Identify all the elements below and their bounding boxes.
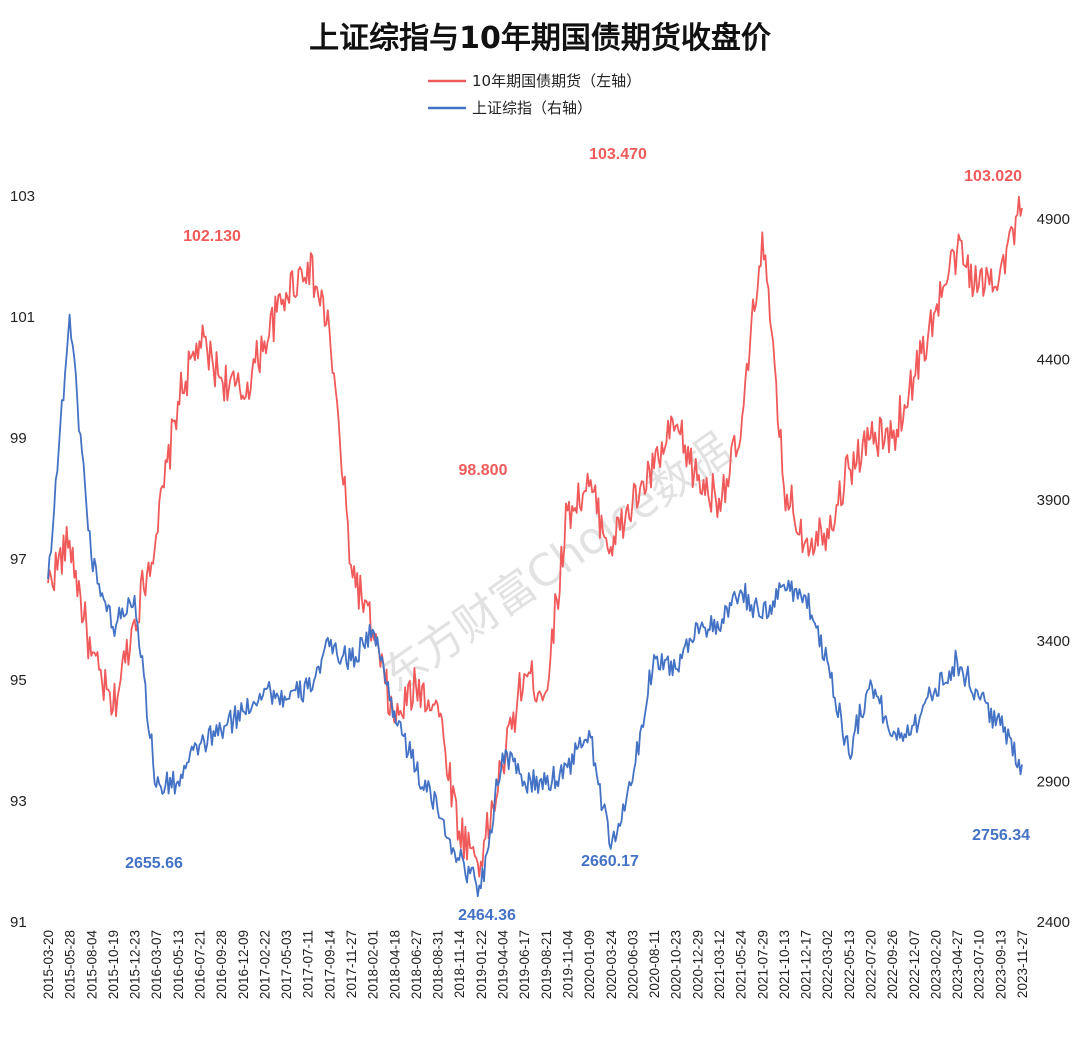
x-tick-label-4: 2015-12-23 bbox=[128, 930, 143, 999]
legend: 10年期国债期货（左轴） 上证综指（右轴） bbox=[428, 72, 641, 117]
left-tick-label-4: 99 bbox=[10, 430, 27, 447]
x-tick-label-22: 2019-06-17 bbox=[517, 930, 532, 999]
x-tick-label-0: 2015-03-20 bbox=[41, 930, 56, 999]
x-tick-label-39: 2022-09-26 bbox=[885, 930, 900, 999]
x-tick-label-43: 2023-07-10 bbox=[972, 930, 987, 999]
x-tick-label-44: 2023-09-13 bbox=[993, 930, 1008, 999]
x-tick-label-19: 2018-11-14 bbox=[452, 930, 467, 999]
x-tick-label-17: 2018-06-27 bbox=[409, 930, 424, 999]
x-tick-label-1: 2015-05-28 bbox=[63, 930, 78, 999]
annotation-label-1: 98.800 bbox=[459, 462, 508, 479]
series-lines bbox=[47, 195, 1023, 898]
annotation-label-3: 103.020 bbox=[964, 168, 1022, 185]
x-tick-label-14: 2017-11-27 bbox=[344, 930, 359, 998]
x-tick-label-16: 2018-04-18 bbox=[387, 930, 402, 999]
x-tick-label-21: 2019-04-04 bbox=[496, 930, 511, 1000]
series-line-1 bbox=[47, 313, 1023, 898]
x-tick-label-34: 2021-10-13 bbox=[777, 930, 792, 999]
x-tick-label-15: 2018-02-01 bbox=[366, 930, 381, 999]
annotation-label-0: 102.130 bbox=[183, 228, 241, 245]
x-tick-label-32: 2021-05-24 bbox=[734, 930, 749, 1000]
left-tick-label-0: 91 bbox=[10, 914, 27, 931]
right-tick-label-1: 2900 bbox=[1037, 773, 1070, 790]
annotation-label-7: 2756.34 bbox=[972, 827, 1030, 844]
x-tick-label-5: 2016-03-07 bbox=[149, 930, 164, 999]
left-tick-label-6: 103 bbox=[10, 188, 35, 205]
x-tick-label-31: 2021-03-12 bbox=[712, 930, 727, 999]
x-axis-ticks: 2015-03-20 2015-05-28 2015-08-04 2015-10-19… bbox=[41, 930, 1030, 1000]
x-tick-label-25: 2020-01-09 bbox=[582, 930, 597, 999]
x-tick-label-38: 2022-07-20 bbox=[863, 930, 878, 999]
x-tick-label-12: 2017-07-11 bbox=[301, 930, 316, 998]
right-axis-ticks: 2400 2900 3400 3900 4400 4900 bbox=[1037, 211, 1070, 931]
left-axis-ticks: 91 93 95 97 99 101 103 bbox=[10, 188, 35, 931]
x-tick-label-10: 2017-02-22 bbox=[257, 930, 272, 999]
right-tick-label-2: 3400 bbox=[1037, 633, 1070, 650]
left-tick-label-5: 101 bbox=[10, 309, 35, 326]
x-tick-label-35: 2021-12-17 bbox=[799, 930, 814, 999]
right-tick-label-3: 3900 bbox=[1037, 492, 1070, 509]
x-tick-label-13: 2017-09-14 bbox=[322, 930, 337, 1000]
right-tick-label-5: 4900 bbox=[1037, 211, 1070, 228]
x-tick-label-37: 2022-05-13 bbox=[842, 930, 857, 999]
x-tick-label-7: 2016-07-21 bbox=[193, 930, 208, 999]
x-tick-label-28: 2020-08-11 bbox=[647, 930, 662, 998]
series-line-0 bbox=[47, 195, 1023, 878]
legend-label-bond: 10年期国债期货（左轴） bbox=[472, 72, 641, 90]
x-tick-label-20: 2019-01-22 bbox=[474, 930, 489, 999]
x-tick-label-24: 2019-11-04 bbox=[560, 930, 575, 999]
x-tick-label-45: 2023-11-27 bbox=[1015, 930, 1030, 998]
annotation-label-4: 2655.66 bbox=[125, 855, 183, 872]
x-tick-label-8: 2016-09-28 bbox=[214, 930, 229, 999]
x-tick-label-40: 2022-12-07 bbox=[907, 930, 922, 999]
x-tick-label-23: 2019-08-21 bbox=[539, 930, 554, 999]
x-tick-label-27: 2020-06-03 bbox=[625, 930, 640, 999]
left-tick-label-3: 97 bbox=[10, 551, 27, 568]
x-tick-label-36: 2022-03-02 bbox=[820, 930, 835, 999]
x-tick-label-42: 2023-04-27 bbox=[950, 930, 965, 999]
x-tick-label-30: 2020-12-29 bbox=[690, 930, 705, 999]
x-tick-label-18: 2018-08-31 bbox=[431, 930, 446, 999]
x-tick-label-3: 2015-10-19 bbox=[106, 930, 121, 999]
chart-title: 上证综指与10年期国债期货收盘价 bbox=[309, 21, 771, 56]
x-tick-label-6: 2016-05-13 bbox=[171, 930, 186, 999]
left-tick-label-1: 93 bbox=[10, 793, 27, 810]
x-tick-label-2: 2015-08-04 bbox=[84, 930, 99, 1000]
annotation-label-2: 103.470 bbox=[589, 146, 647, 163]
annotation-label-5: 2464.36 bbox=[458, 907, 516, 924]
x-tick-label-29: 2020-10-23 bbox=[669, 930, 684, 999]
x-tick-label-41: 2023-02-20 bbox=[928, 930, 943, 999]
watermark-text: 东方财富Choice数据 bbox=[373, 424, 741, 703]
right-tick-label-4: 4400 bbox=[1037, 352, 1070, 369]
x-tick-label-11: 2017-05-03 bbox=[279, 930, 294, 999]
x-tick-label-33: 2021-07-29 bbox=[755, 930, 770, 999]
right-tick-label-0: 2400 bbox=[1037, 914, 1070, 931]
x-tick-label-9: 2016-12-09 bbox=[236, 930, 251, 999]
annotation-label-6: 2660.17 bbox=[581, 853, 639, 870]
legend-label-index: 上证综指（右轴） bbox=[472, 99, 592, 117]
left-tick-label-2: 95 bbox=[10, 672, 27, 689]
watermark: 东方财富Choice数据 bbox=[373, 424, 741, 703]
annotations: 102.130 98.800 103.470 103.020 2655.66 2464.3… bbox=[125, 146, 1030, 924]
x-tick-label-26: 2020-03-24 bbox=[604, 930, 619, 1000]
